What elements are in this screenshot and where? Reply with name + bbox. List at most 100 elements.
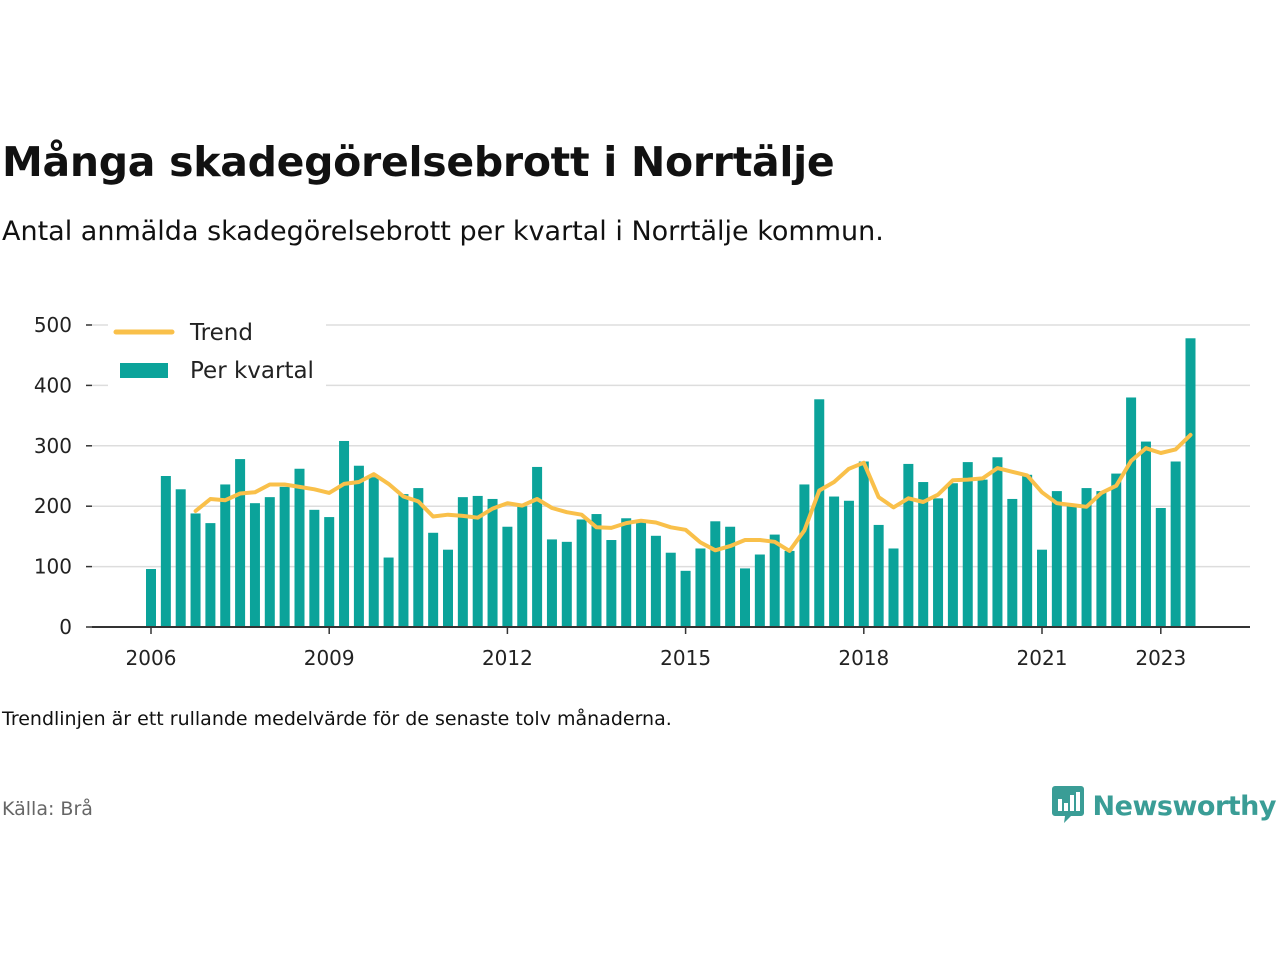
chart-subtitle: Antal anmälda skadegörelsebrott per kvar… — [2, 216, 884, 247]
bar — [235, 459, 246, 627]
legend-trend-label: Trend — [189, 320, 253, 346]
footnote: Trendlinjen är ett rullande medelvärde f… — [2, 708, 672, 730]
y-tick-label: 200 — [34, 494, 72, 518]
bar — [621, 518, 632, 627]
bar — [1155, 508, 1166, 627]
bar — [383, 557, 394, 627]
x-tick-label: 2023 — [1135, 646, 1186, 670]
bar — [933, 498, 944, 627]
bar — [1111, 473, 1122, 627]
bar — [532, 466, 543, 627]
bar — [502, 526, 513, 627]
bar — [725, 526, 736, 627]
bar — [1037, 549, 1047, 627]
bar — [606, 540, 617, 627]
x-tick-label: 2009 — [304, 646, 355, 670]
bar — [680, 570, 691, 627]
bar — [546, 539, 557, 627]
bar — [888, 548, 899, 627]
bar — [324, 517, 335, 627]
bar — [279, 486, 290, 627]
bar — [591, 514, 602, 627]
bar — [353, 465, 364, 627]
legend-bar-label: Per kvartal — [190, 358, 314, 384]
bar — [695, 548, 706, 627]
bar — [1022, 474, 1033, 627]
bar — [160, 476, 171, 627]
bar — [294, 468, 305, 627]
bar — [205, 523, 216, 627]
bar — [1051, 491, 1062, 627]
y-tick-label: 100 — [34, 555, 72, 579]
bar — [1066, 504, 1077, 627]
bar — [992, 457, 1003, 627]
bar — [843, 500, 854, 627]
bar-series — [146, 338, 1196, 627]
bar — [650, 535, 661, 627]
bar — [962, 462, 973, 627]
bar — [576, 519, 587, 627]
x-tick-label: 2018 — [838, 646, 889, 670]
bar — [175, 489, 186, 627]
chart-title: Många skadegörelsebrott i Norrtälje — [2, 138, 835, 186]
trend-line — [193, 432, 1193, 553]
bar — [190, 513, 201, 627]
bar — [769, 534, 780, 627]
y-tick-label: 500 — [34, 313, 72, 337]
bar — [784, 550, 795, 627]
bar — [903, 463, 914, 627]
bar — [339, 440, 350, 627]
y-tick-label: 300 — [34, 434, 72, 458]
brand-logo[interactable]: Newsworthy — [1051, 784, 1277, 828]
bar — [443, 549, 453, 627]
bar — [517, 506, 528, 627]
bar — [398, 494, 409, 627]
bar — [472, 495, 483, 627]
y-tick-label: 400 — [34, 373, 72, 397]
y-tick-label: 0 — [59, 615, 72, 639]
bar — [249, 503, 260, 627]
bar — [413, 488, 424, 627]
newsworthy-logo-icon — [1051, 784, 1085, 828]
bar — [814, 399, 825, 627]
bar — [977, 479, 988, 627]
bar — [428, 532, 439, 627]
bar — [636, 522, 647, 627]
bar — [873, 524, 884, 627]
x-tick-label: 2006 — [126, 646, 177, 670]
bar — [264, 497, 275, 627]
axes: 0 100 200 300 400 500 2006 2009 2012 2015 2018 2021… — [34, 313, 1250, 670]
bar — [309, 509, 320, 627]
bar — [457, 497, 468, 627]
trend-series — [193, 432, 1193, 553]
bar — [858, 461, 869, 627]
bar — [368, 477, 379, 627]
x-tick-label: 2021 — [1017, 646, 1068, 670]
bar — [1081, 488, 1092, 627]
bar — [918, 482, 929, 627]
bar — [1007, 498, 1018, 627]
bar — [1170, 461, 1181, 627]
bar — [561, 541, 572, 627]
bar — [1096, 491, 1107, 627]
bar — [665, 552, 676, 627]
bar — [710, 521, 721, 627]
x-tick-label: 2012 — [482, 646, 533, 670]
bar — [947, 483, 958, 627]
bar-line-chart: 0 100 200 300 400 500 2006 2009 2012 2015 2018 2021… — [34, 313, 1250, 670]
legend-bar-swatch — [120, 363, 168, 378]
bar — [740, 568, 750, 627]
x-tick-label: 2015 — [660, 646, 711, 670]
source-credit: Källa: Brå — [2, 798, 93, 820]
legend: Trend Per kvartal — [108, 320, 326, 420]
bar — [1126, 397, 1137, 627]
bar — [146, 569, 156, 627]
bar — [829, 496, 840, 627]
bar — [1185, 338, 1196, 627]
bar — [487, 498, 498, 627]
bar — [1140, 441, 1151, 627]
bar — [220, 484, 231, 627]
bar — [754, 554, 765, 627]
brand-name: Newsworthy — [1092, 790, 1277, 822]
bar — [799, 484, 810, 627]
